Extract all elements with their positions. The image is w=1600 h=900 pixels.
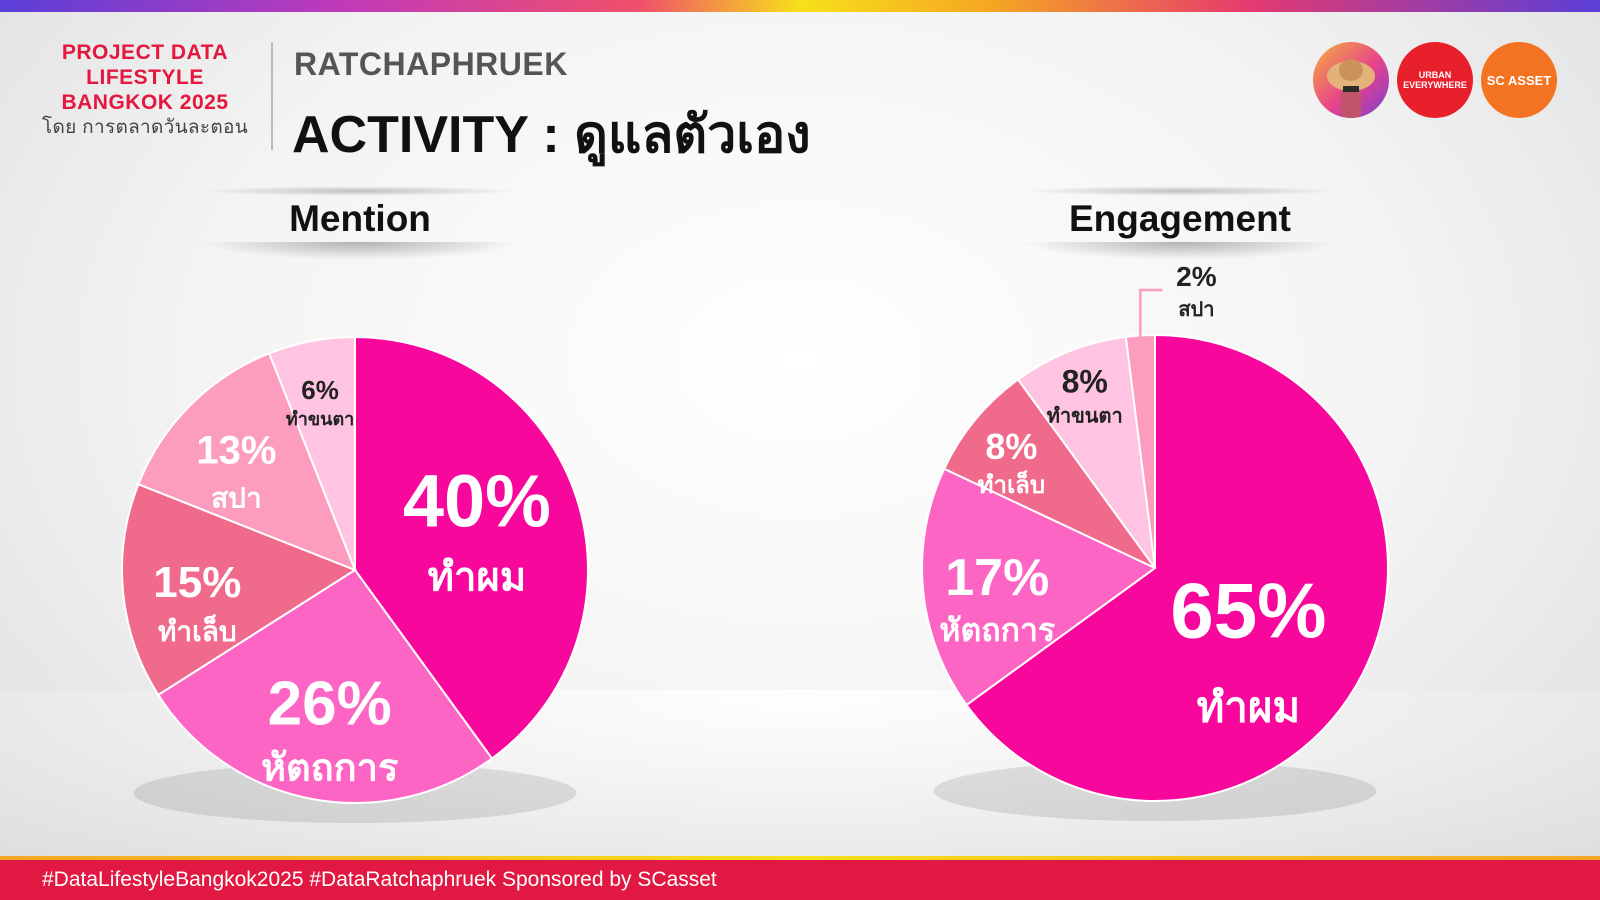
pie-category-label: ทำผม: [428, 555, 527, 599]
pie-category-label: หัตถการ: [261, 748, 399, 790]
pie-percent-label: 6%: [301, 375, 339, 405]
brand-byline: โดย การตลาดวันละตอน: [42, 117, 248, 138]
footer-text: #DataLifestyleBangkok2025 #DataRatchaphr…: [42, 868, 717, 891]
pie-category-label: ทำผม: [1197, 684, 1301, 731]
sc-asset-logo: SC ASSET: [1481, 42, 1557, 118]
sc-asset-logo-text: SC ASSET: [1486, 72, 1552, 88]
pie-category-label: หัตถการ: [939, 612, 1055, 648]
pie-category-label: ทำขนตา: [1047, 405, 1123, 427]
brand-line-3: BANGKOK 2025: [61, 91, 229, 114]
pie-category-label: ทำขนตา: [286, 409, 354, 429]
brand-line-2: LIFESTYLE: [86, 66, 204, 89]
pie-slice: [942, 378, 1156, 569]
pie-slice: [267, 335, 356, 571]
pie-category-label: ทำเล็บ: [978, 470, 1045, 499]
pie-percent-label: 2%: [1176, 261, 1217, 292]
pie-slice: [1016, 335, 1156, 569]
urban-logo-line-2: EVERYWHERE: [1403, 80, 1467, 90]
pie-percent-label: 40%: [403, 459, 551, 542]
mention-chart-title: Mention: [200, 186, 520, 260]
engagement-chart-title: Engagement: [1020, 186, 1340, 260]
pie-percent-label: 13%: [196, 428, 276, 472]
avatar-logo: [1313, 42, 1389, 118]
pie-slice: [137, 352, 357, 572]
pie-slice: [965, 333, 1389, 802]
mention-title-text: Mention: [289, 198, 431, 239]
pie-percent-label: 8%: [1062, 363, 1108, 399]
footer-bar: #DataLifestyleBangkok2025 #DataRatchaphr…: [0, 860, 1600, 900]
mention-pie-chart: 40% ทำผม 26% หัตถการ 15% ทำเล็บ 13% สปา 6% ทำขนตา: [121, 335, 589, 823]
area-name: RATCHAPHRUEK: [294, 46, 568, 82]
brand-line-1: PROJECT DATA: [61, 41, 229, 64]
engagement-title-text: Engagement: [1068, 198, 1292, 239]
header-divider: [271, 42, 273, 150]
pie-leader-line: [1139, 288, 1163, 338]
pie-slice: [921, 467, 1157, 707]
page-title: ACTIVITY : ดูแลตัวเอง: [292, 106, 811, 164]
pie-category-label: สปา: [211, 482, 262, 513]
pie-percent-label: 26%: [268, 670, 392, 739]
pie-slice: [354, 335, 589, 760]
pie-percent-label: 15%: [153, 558, 241, 607]
pie-percent-label: 8%: [985, 426, 1037, 467]
top-color-strip: [0, 0, 1600, 12]
urban-everywhere-logo: URBAN EVERYWHERE: [1397, 42, 1473, 118]
footer-accent-strip: [0, 856, 1600, 860]
pie-category-label: สปา: [1178, 299, 1214, 321]
pie-slice: [121, 482, 358, 697]
pie-category-label: ทำเล็บ: [158, 614, 237, 647]
engagement-pie-chart: 65% ทำผม 17% หัตถการ 8% ทำเล็บ 8% ทำขนตา 2% สปา: [921, 261, 1389, 821]
urban-logo-line-1: URBAN: [1418, 70, 1452, 80]
pie-percent-label: 65%: [1170, 567, 1326, 655]
hat-figure-icon: [1327, 59, 1375, 118]
pie-slice: [156, 568, 494, 804]
sponsor-logos: URBAN EVERYWHERE SC ASSET: [1313, 42, 1557, 118]
pie-percent-label: 17%: [945, 549, 1049, 607]
brand-block: PROJECT DATA LIFESTYLE BANGKOK 2025 โดย …: [40, 40, 250, 141]
